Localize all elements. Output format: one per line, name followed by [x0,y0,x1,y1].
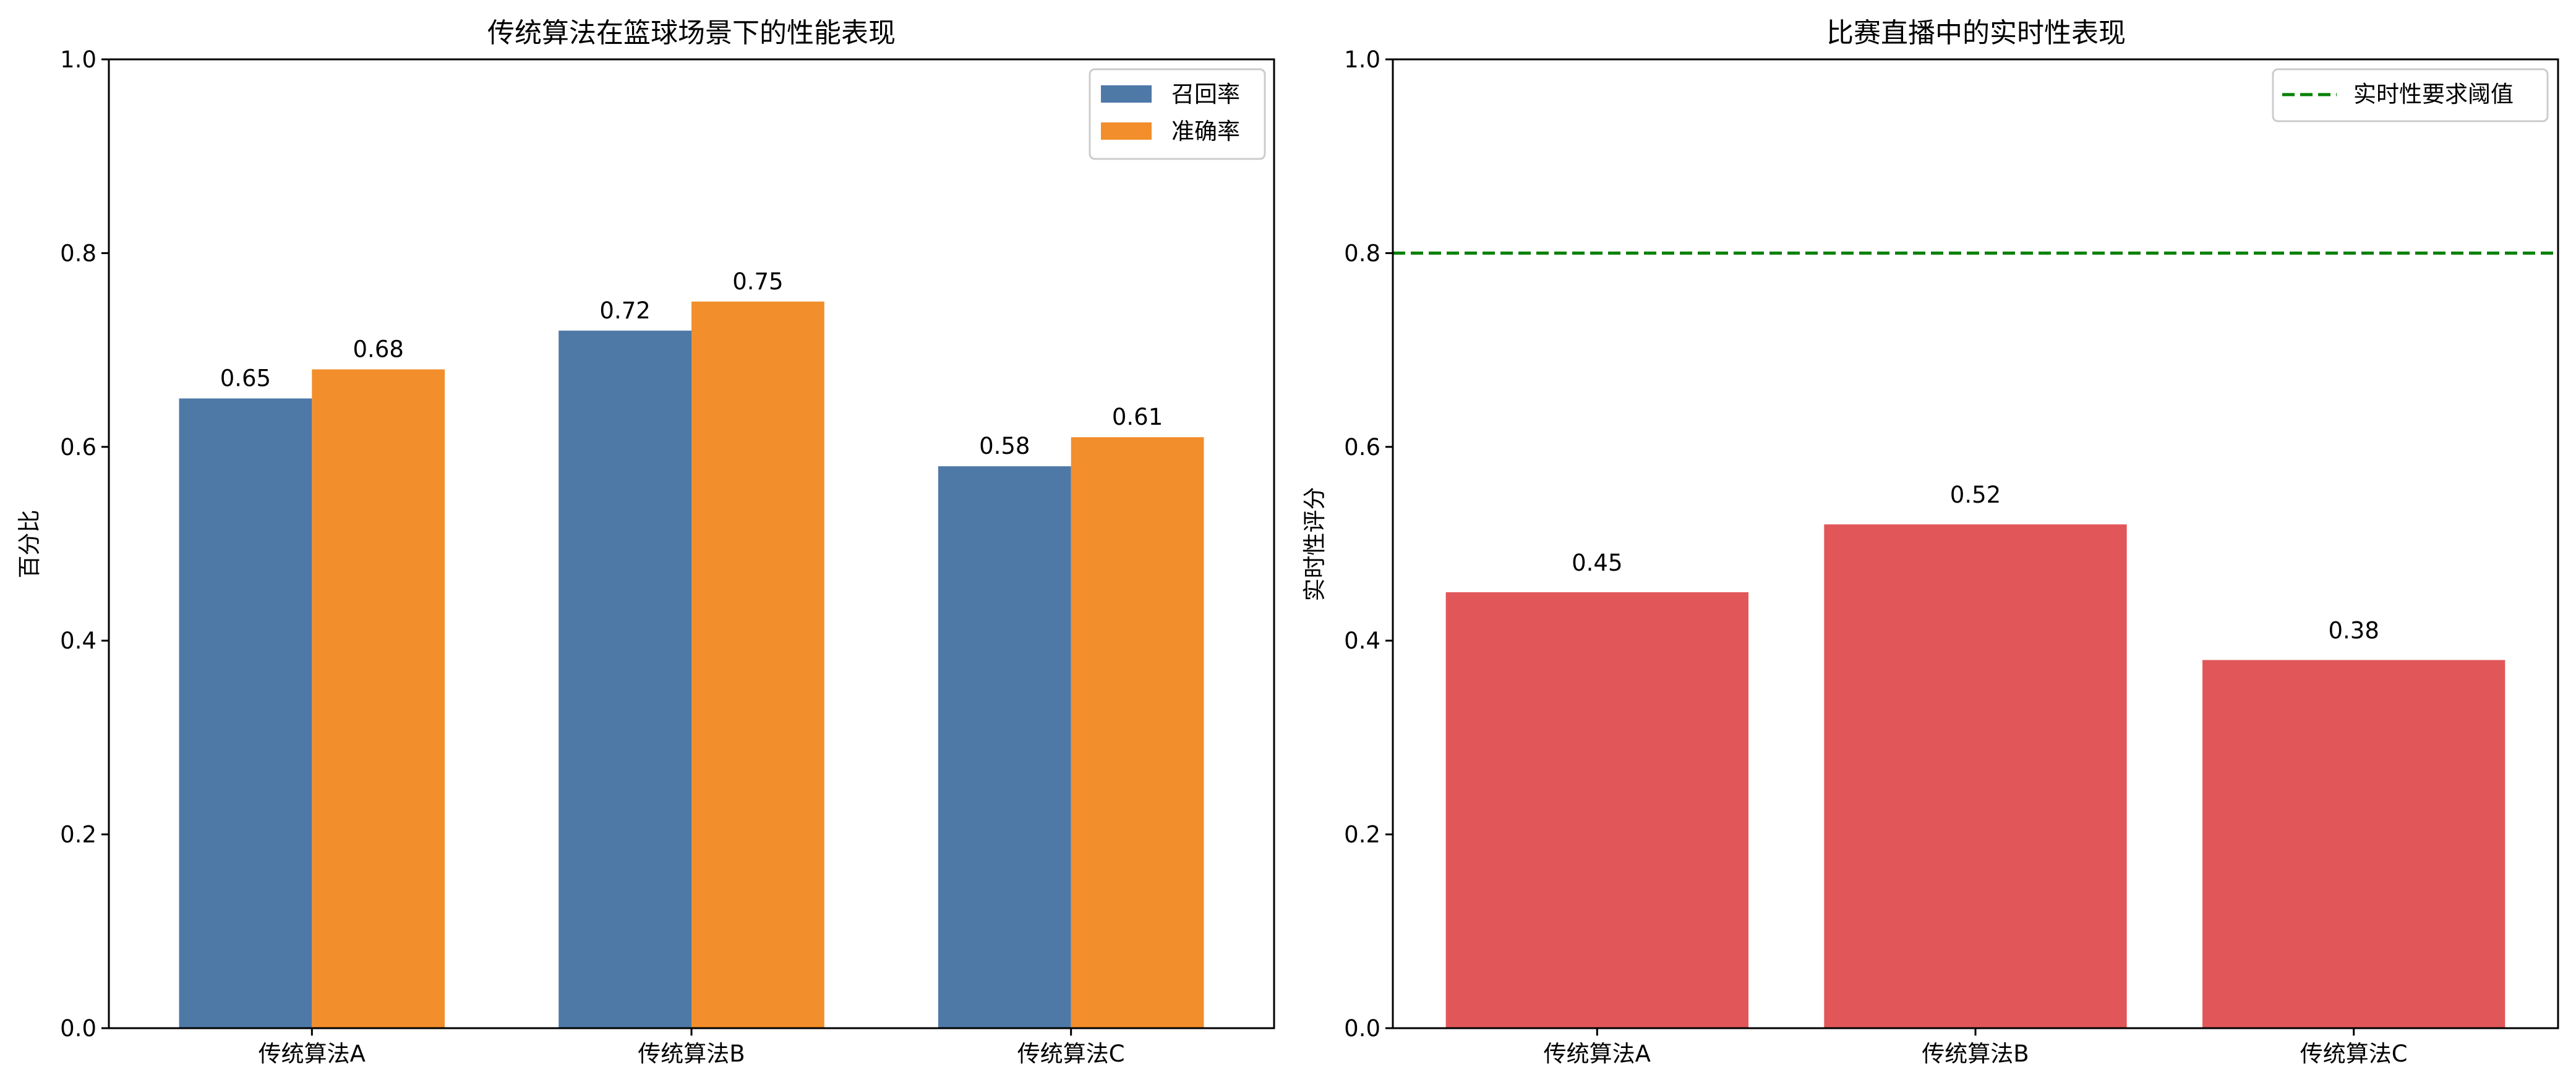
data-label: 0.52 [1950,482,2001,508]
bar-precision [312,369,445,1029]
y-tick-label: 0.2 [1344,822,1380,848]
bar-realtime [1445,592,1748,1028]
data-label: 0.38 [2328,618,2379,644]
y-tick-label: 0.6 [1344,434,1380,461]
y-tick-label: 1.0 [60,46,96,73]
data-label: 0.45 [1572,550,1622,576]
left-legend[interactable]: 召回率 准确率 [1089,68,1266,160]
y-tick-label: 0.0 [60,1015,96,1042]
x-tick-label: 传统算法B [1922,1041,2029,1067]
bar-realtime [1824,524,2127,1028]
data-label: 0.61 [1112,404,1163,430]
left-legend-label-recall: 召回率 [1171,81,1240,108]
left-y-axis-label: 百分比 [16,510,43,579]
right-bars [1445,524,2505,1028]
left-x-ticks: 传统算法A 传统算法B 传统算法C [259,1028,1125,1067]
left-y-ticks: 0.0 0.2 0.4 0.6 0.8 1.0 [60,46,109,1042]
right-chart-title: 比赛直播中的实时性表现 [1826,17,2126,49]
y-tick-label: 0.0 [1344,1015,1380,1042]
left-data-labels: 0.65 0.72 0.58 0.68 0.75 0.61 [220,268,1163,459]
left-plot-frame [108,58,1275,1029]
right-data-labels: 0.45 0.52 0.38 [1572,482,2379,644]
bar-recall [179,398,312,1028]
bar-precision [691,301,824,1028]
y-tick-label: 0.2 [60,822,96,848]
left-bars [179,301,1204,1029]
y-tick-label: 0.4 [60,628,96,654]
right-y-axis-label: 实时性评分 [1301,487,1328,602]
right-legend-label-threshold: 实时性要求阈值 [2353,81,2514,108]
data-label: 0.65 [220,365,271,391]
x-tick-label: 传统算法C [1017,1041,1125,1067]
data-label: 0.75 [732,268,783,295]
right-legend-frame [2272,68,2549,122]
x-tick-label: 传统算法A [1544,1041,1651,1067]
chart-left: 传统算法在篮球场景下的性能表现 百分比 0.0 0.2 0.4 0.6 0.8 1.0 0… [16,17,1275,1067]
y-tick-label: 0.6 [60,434,96,461]
left-legend-swatch-recall [1101,85,1152,103]
y-tick-label: 0.8 [1344,240,1380,266]
y-tick-label: 0.8 [60,240,96,266]
x-tick-label: 传统算法C [2300,1041,2408,1067]
chart-right: 比赛直播中的实时性表现 实时性评分 0.0 0.2 0.4 0.6 0.8 1.0 0.4… [1301,17,2559,1067]
left-legend-label-precision: 准确率 [1171,118,1240,145]
bar-recall [938,466,1071,1028]
right-y-ticks: 0.0 0.2 0.4 0.6 0.8 1.0 [1344,46,1393,1042]
x-tick-label: 传统算法B [638,1041,745,1067]
bar-recall [558,330,691,1028]
bar-precision [1071,437,1204,1028]
data-label: 0.72 [599,297,650,324]
left-legend-swatch-precision [1101,122,1152,140]
right-legend[interactable]: 实时性要求阈值 [2272,68,2549,122]
data-label: 0.68 [353,336,404,362]
data-label: 0.58 [979,433,1030,459]
right-plot-frame [1392,58,2559,1029]
x-tick-label: 传统算法A [259,1041,366,1067]
bar-realtime [2202,660,2505,1028]
left-chart-title: 传统算法在篮球场景下的性能表现 [487,17,896,49]
y-tick-label: 0.4 [1344,628,1380,654]
y-tick-label: 1.0 [1344,46,1380,73]
right-x-ticks: 传统算法A 传统算法B 传统算法C [1544,1028,2408,1067]
